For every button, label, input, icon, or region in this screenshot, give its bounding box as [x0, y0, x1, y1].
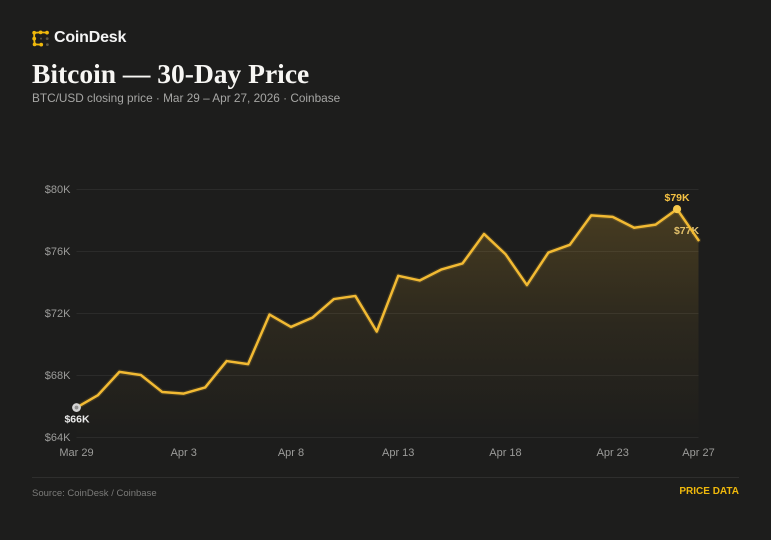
x-axis-label: Apr 3: [171, 447, 197, 459]
area-fill: [76, 209, 699, 437]
price-data-badge: PRICE DATA: [679, 486, 739, 497]
y-axis-label: $64K: [45, 432, 71, 444]
x-axis-label: Mar 29: [59, 447, 93, 459]
y-axis-label: $68K: [45, 370, 71, 382]
coindesk-logo-icon: [32, 30, 49, 46]
x-axis-label: Apr 23: [596, 447, 628, 459]
price-line: [75, 207, 700, 409]
price-annotation: $66K: [64, 413, 90, 425]
x-axis-label: Apr 27: [682, 447, 714, 459]
coindesk-logo: CoinDesk: [32, 29, 126, 47]
x-axis-label: Apr 18: [489, 447, 521, 459]
footer-divider: [32, 477, 739, 478]
page-title: Bitcoin — 30-Day Price: [32, 57, 310, 89]
source-note: Source: CoinDesk / Coinbase: [32, 487, 157, 499]
price-annotation: $79K: [664, 192, 690, 204]
y-axis-label: $76K: [45, 246, 71, 258]
peak-marker-dot: [672, 205, 682, 214]
page-subtitle: BTC/USD closing price · Mar 29 – Apr 27,…: [32, 90, 341, 105]
x-axis-label: Apr 8: [278, 447, 304, 459]
y-axis-label: $80K: [45, 184, 71, 196]
y-axis-label: $72K: [45, 308, 71, 320]
x-axis-label: Apr 13: [382, 447, 414, 459]
coindesk-logo-text: CoinDesk: [54, 29, 127, 46]
